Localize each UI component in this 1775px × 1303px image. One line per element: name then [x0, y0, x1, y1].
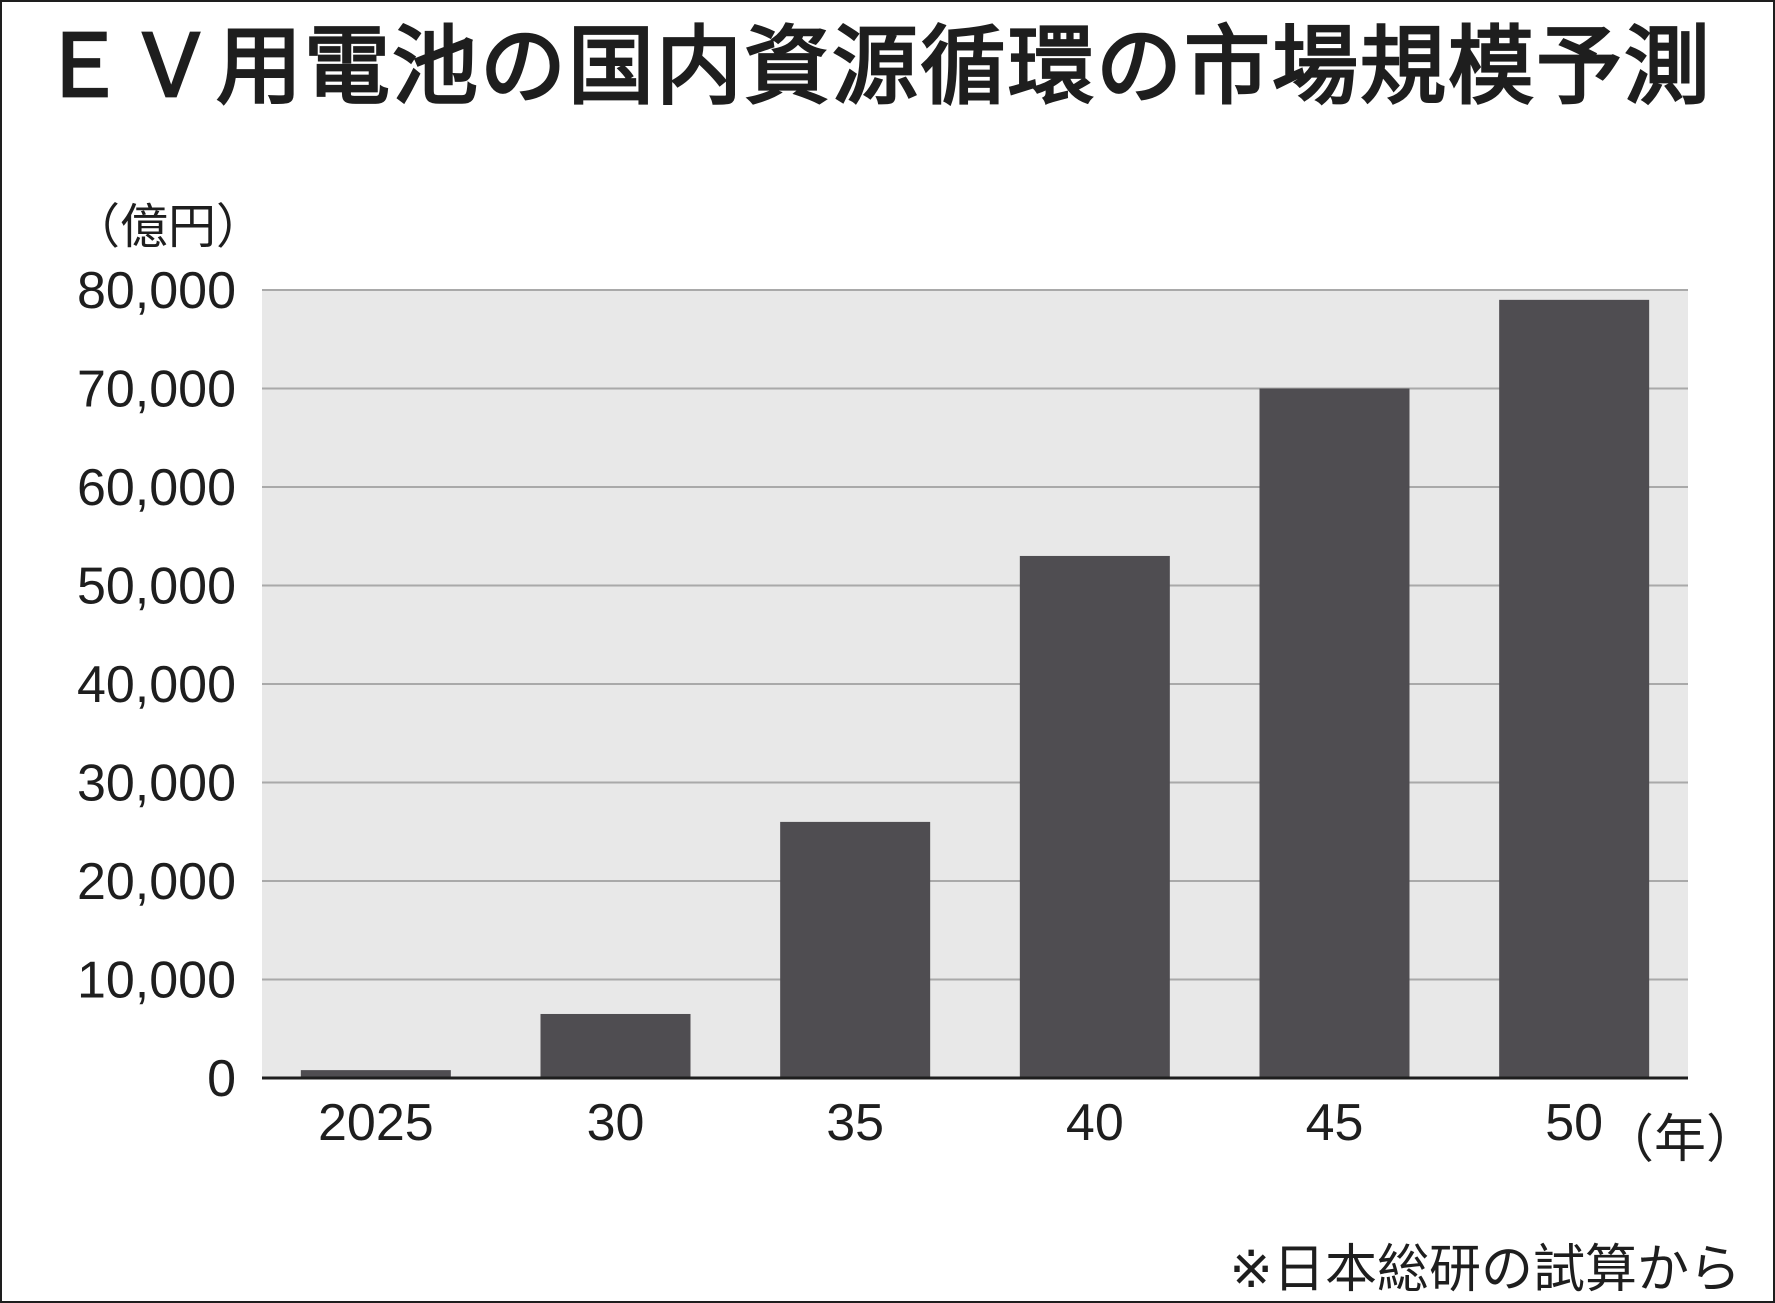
y-tick-label: 80,000: [77, 262, 236, 320]
chart-title: ＥＶ用電池の国内資源循環の市場規模予測: [40, 17, 1712, 117]
y-tick-label: 10,000: [77, 952, 236, 1010]
y-axis-unit-label: （億円）: [72, 199, 265, 255]
y-tick-label: 50,000: [77, 558, 236, 616]
x-tick-label: 45: [1306, 1094, 1364, 1152]
x-tick-label: 40: [1066, 1094, 1124, 1152]
x-axis-unit-label: （年）: [1602, 1110, 1759, 1170]
y-tick-label: 20,000: [77, 853, 236, 911]
bar: [780, 821, 931, 1078]
bar: [300, 1070, 451, 1078]
x-tick-label: 35: [826, 1094, 884, 1152]
y-tick-label: 30,000: [77, 755, 236, 813]
bar: [1019, 555, 1170, 1078]
y-tick-label: 70,000: [77, 361, 236, 419]
bar: [540, 1013, 691, 1078]
x-tick-label: 50: [1545, 1094, 1603, 1152]
source-note: ※日本総研の試算から: [1229, 1240, 1741, 1300]
bar: [1499, 299, 1650, 1079]
y-tick-label: 60,000: [77, 459, 236, 517]
bar: [1259, 388, 1410, 1078]
x-tick-label: 2025: [318, 1094, 434, 1152]
y-tick-label: 40,000: [77, 656, 236, 714]
y-tick-label: 0: [207, 1050, 236, 1108]
x-tick-label: 30: [587, 1094, 645, 1152]
